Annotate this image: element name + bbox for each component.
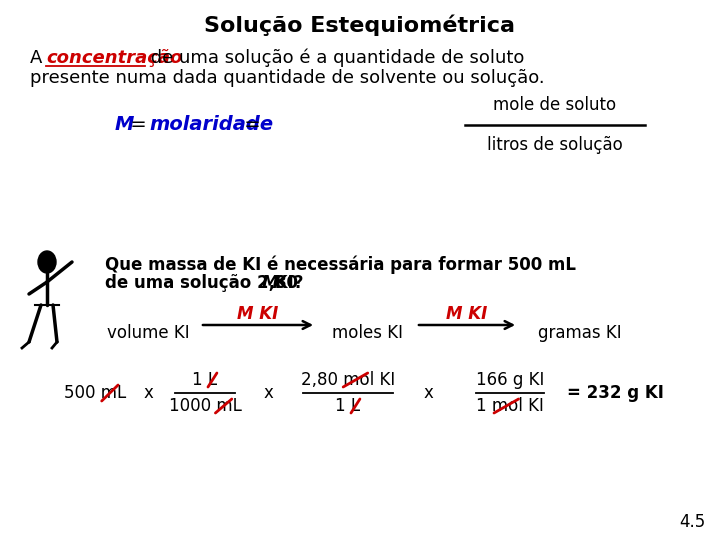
Text: =: =: [238, 116, 261, 134]
Text: M KI: M KI: [238, 305, 279, 323]
Text: molaridade: molaridade: [150, 116, 274, 134]
Text: 2,80 mol KI: 2,80 mol KI: [301, 371, 395, 389]
Text: M: M: [261, 274, 278, 292]
Text: de uma solução 2,80: de uma solução 2,80: [105, 274, 304, 292]
Text: Solução Estequiométrica: Solução Estequiométrica: [204, 14, 516, 36]
Text: x: x: [423, 384, 433, 402]
Text: A: A: [30, 49, 48, 67]
Text: x: x: [263, 384, 273, 402]
Text: moles KI: moles KI: [333, 324, 403, 342]
Text: = 232 g KI: = 232 g KI: [567, 384, 663, 402]
Text: 1 L: 1 L: [336, 397, 361, 415]
Text: M KI: M KI: [446, 305, 487, 323]
Text: gramas KI: gramas KI: [538, 324, 622, 342]
Text: 500 mL: 500 mL: [64, 384, 126, 402]
Text: presente numa dada quantidade de solvente ou solução.: presente numa dada quantidade de solvent…: [30, 69, 544, 87]
Text: x: x: [143, 384, 153, 402]
Text: litros de solução: litros de solução: [487, 136, 623, 154]
Text: concentração: concentração: [46, 49, 182, 67]
Text: 1 L: 1 L: [192, 371, 217, 389]
Text: 4.5: 4.5: [679, 513, 705, 531]
Text: KI?: KI?: [269, 274, 303, 292]
Ellipse shape: [38, 251, 56, 273]
Text: Que massa de KI é necessária para formar 500 mL: Que massa de KI é necessária para formar…: [105, 256, 576, 274]
Text: M: M: [115, 116, 135, 134]
Text: =: =: [124, 116, 153, 134]
Text: 1 mol KI: 1 mol KI: [476, 397, 544, 415]
Text: mole de soluto: mole de soluto: [493, 96, 616, 114]
Text: volume KI: volume KI: [107, 324, 189, 342]
Text: de uma solução é a quantidade de soluto: de uma solução é a quantidade de soluto: [145, 49, 524, 68]
Text: 1000 mL: 1000 mL: [168, 397, 241, 415]
Text: 166 g KI: 166 g KI: [476, 371, 544, 389]
